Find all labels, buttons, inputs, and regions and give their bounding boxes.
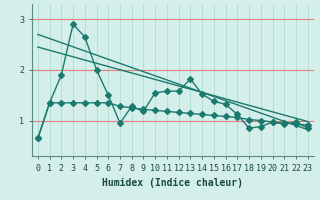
X-axis label: Humidex (Indice chaleur): Humidex (Indice chaleur) bbox=[102, 178, 243, 188]
